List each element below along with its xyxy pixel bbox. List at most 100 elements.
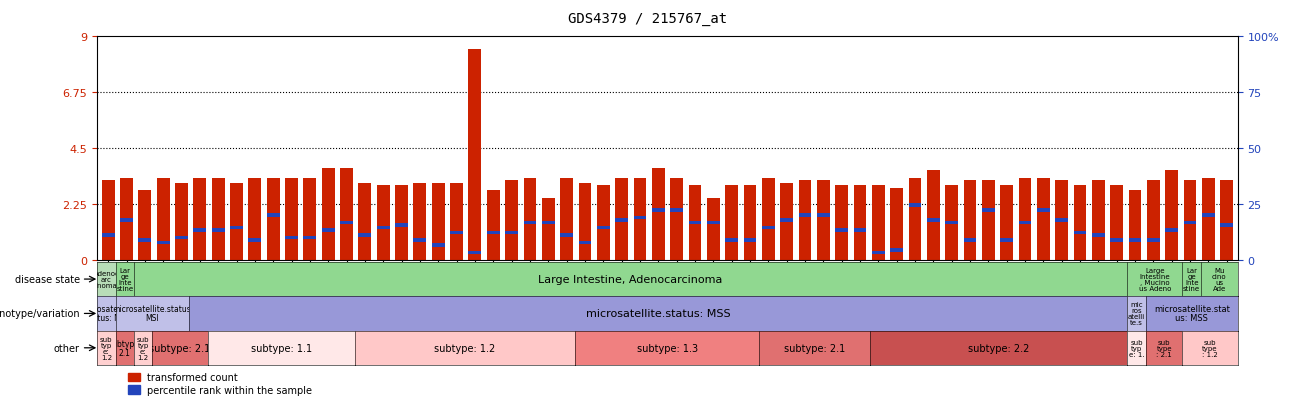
Bar [249,239,262,242]
Bar [1001,186,1013,260]
Bar [524,178,537,260]
Bar [560,234,573,237]
Bar [450,231,463,235]
Bar [175,236,188,240]
Bar [670,178,683,260]
Bar [321,169,334,260]
Text: microsatellite.status:
MSI: microsatellite.status: MSI [111,305,193,323]
Bar [890,188,903,260]
Bar [359,234,372,237]
Bar [706,221,719,225]
Bar [1221,181,1232,260]
Bar [1129,191,1142,260]
Bar [927,219,940,222]
Text: GDS4379 / 215767_at: GDS4379 / 215767_at [569,12,727,26]
Bar [231,226,242,230]
Bar [487,231,500,235]
Bar [1093,234,1104,237]
Bar [597,226,609,230]
Text: sub
typ
e: 1.: sub typ e: 1. [1129,339,1144,357]
Text: Lar
ge
Inte
stine: Lar ge Inte stine [1183,268,1200,291]
Bar [798,214,811,217]
Bar [634,178,647,260]
Bar [139,239,152,242]
Bar [597,186,609,260]
Text: subtype: 2.2: subtype: 2.2 [968,343,1029,353]
Bar [193,229,206,232]
Text: Mu
cino
us
Ade: Mu cino us Ade [1212,268,1226,291]
Bar [744,186,757,260]
Bar [175,183,188,260]
Bar [413,183,426,260]
Bar [249,178,262,260]
Text: sub
type
: 1.2: sub type : 1.2 [1203,339,1218,357]
Bar [1221,224,1232,227]
Bar [157,241,170,244]
Bar [726,239,737,242]
Bar [395,186,408,260]
Text: subtype: 2.1: subtype: 2.1 [149,343,211,353]
Text: Adenoc
arc
inoma: Adenoc arc inoma [93,271,119,288]
Bar [1093,181,1104,260]
Bar [285,178,298,260]
Text: mic
ros
atelli
te.s: mic ros atelli te.s [1128,302,1146,325]
Bar [102,234,114,237]
Bar [524,221,537,225]
Bar [303,236,316,240]
Bar [835,229,848,232]
Bar [321,229,334,232]
Bar [927,171,940,260]
Bar [285,236,298,240]
Bar [1183,221,1196,225]
Bar [1019,178,1032,260]
Bar [542,221,555,225]
Bar [1001,239,1013,242]
Text: microsatellite.status: MSS: microsatellite.status: MSS [586,309,731,319]
Bar [1147,181,1160,260]
Text: Large
Intestine
, Mucino
us Adeno: Large Intestine , Mucino us Adeno [1139,268,1172,291]
Text: subtype: 1.3: subtype: 1.3 [636,343,699,353]
Bar [157,178,170,260]
Bar [267,214,280,217]
Bar [468,50,481,260]
Bar [303,178,316,260]
Bar [798,181,811,260]
Text: other: other [53,343,79,353]
Bar [706,198,719,260]
Bar [670,209,683,212]
Bar [377,226,390,230]
Bar [1019,221,1032,225]
Bar [1165,171,1178,260]
Bar [816,181,829,260]
Bar [652,169,665,260]
Text: subtype: 2.1: subtype: 2.1 [784,343,845,353]
Bar [102,181,114,260]
Bar [908,204,921,207]
Bar [1073,231,1086,235]
Bar [413,239,426,242]
Text: subtype: 1.2: subtype: 1.2 [434,343,496,353]
Bar [982,209,995,212]
Bar [359,183,372,260]
Bar [267,178,280,260]
Bar [762,226,775,230]
Bar [634,216,647,220]
Bar [505,181,518,260]
Bar [231,183,242,260]
Bar [340,169,353,260]
Text: subtype:
2.1: subtype: 2.1 [108,339,141,357]
Bar [395,224,408,227]
Bar [616,178,629,260]
Bar [780,219,793,222]
Bar [1201,214,1214,217]
Bar [963,181,976,260]
Bar [908,178,921,260]
Text: microsatellite.stat
us: MSS: microsatellite.stat us: MSS [1153,305,1230,323]
Bar [688,186,701,260]
Bar [505,231,518,235]
Text: Lar
ge
Inte
stine: Lar ge Inte stine [117,268,133,291]
Bar [780,183,793,260]
Bar [1037,209,1050,212]
Bar [432,244,445,247]
Text: microsatellite
.status: MSS: microsatellite .status: MSS [80,305,132,323]
